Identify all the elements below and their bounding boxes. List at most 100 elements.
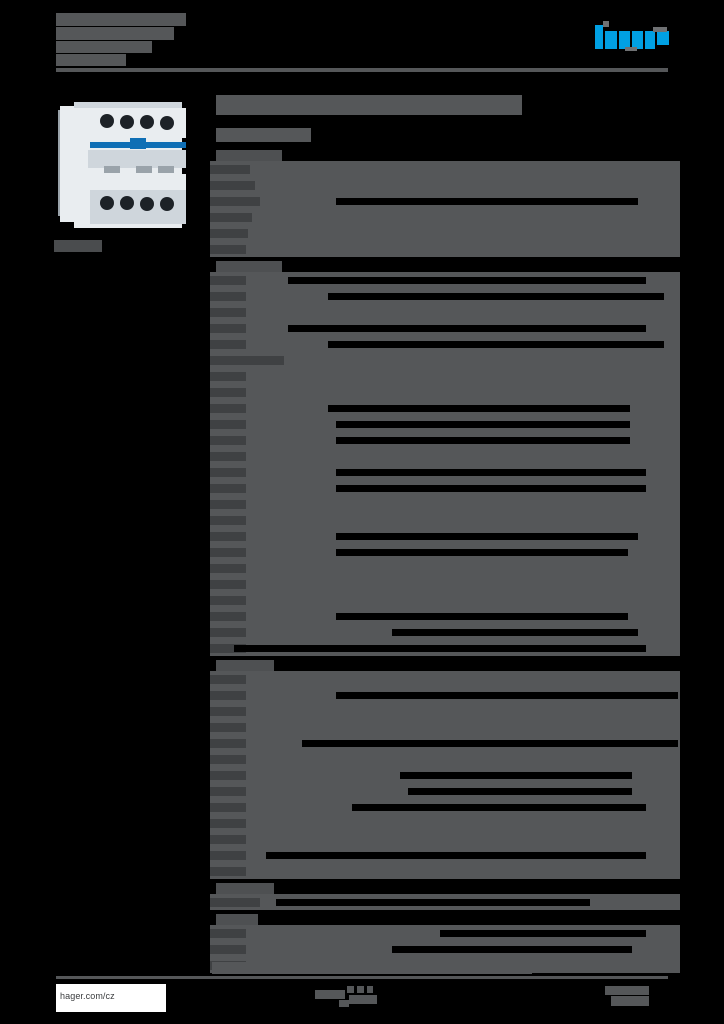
spec-section-header [210,150,680,161]
spec-row [210,735,680,751]
logo-glyph-2 [605,31,617,49]
footer-top-bar [212,962,532,974]
logo-glyph-1 [595,25,603,49]
spec-section [210,261,680,656]
spec-row-label-redacted [210,292,246,301]
spec-row-label-redacted [210,213,252,222]
header-title-redacted [56,13,186,66]
spec-row [210,161,680,177]
spec-section [210,150,680,257]
spec-row-label-redacted [210,516,246,525]
spec-row [210,352,680,368]
spec-row [210,671,680,687]
header-title-line-2 [56,27,174,40]
footer-center-block-6 [339,1000,349,1007]
spec-row-label-redacted [210,372,246,381]
spec-row-label-redacted [210,276,246,285]
spec-row [210,751,680,767]
header-title-line-3 [56,41,152,53]
spec-row-value-gap [400,772,632,779]
footer-right-block-2 [611,996,649,1006]
spec-section-body [210,671,680,879]
header-rule [56,68,668,72]
spec-row [210,209,680,225]
page-title [216,95,522,115]
spec-row-label-redacted [210,929,246,938]
spec-section-header [210,914,680,925]
spec-row-label-redacted [210,532,246,541]
spec-row [210,799,680,815]
spec-row-label-redacted [210,388,246,397]
spec-row-label-redacted [210,707,246,716]
spec-row-value-gap [276,899,590,906]
website-url-box[interactable]: hager.com/cz [56,984,166,1012]
spec-row-label-redacted [210,787,246,796]
spec-row [210,925,680,941]
spec-row [210,320,680,336]
spec-section-body [210,272,680,656]
spec-section [210,883,680,910]
spec-row-label-redacted [210,245,246,254]
spec-row-value-gap [328,341,664,348]
spec-row [210,624,680,640]
spec-row [210,544,680,560]
footer-center-block-4 [367,986,373,993]
logo-accent-2 [653,27,667,32]
spec-row [210,783,680,799]
spec-section-title-redacted [216,883,274,894]
spec-row-label-redacted [210,612,246,621]
footer-rule [56,976,668,979]
spec-row-label-redacted [210,691,246,700]
spec-row [210,847,680,863]
spec-section-body [210,161,680,257]
logo-glyph-4 [632,31,643,49]
spec-row-label-redacted [210,340,246,349]
hager-logo[interactable] [593,21,671,51]
spec-row-value-gap [336,421,630,428]
spec-row-label-redacted [210,229,248,238]
spec-row-value-gap [302,740,678,747]
logo-glyph-6 [657,31,669,45]
footer-center-block-1 [315,990,345,999]
spec-row [210,608,680,624]
spec-row-label-redacted [210,851,246,860]
spec-section-header [210,883,680,894]
logo-glyph-5 [645,31,655,49]
spec-row [210,368,680,384]
page-subtitle [216,128,311,142]
spec-row-label-redacted [210,898,260,907]
spec-row [210,719,680,735]
spec-row-value-gap [336,549,628,556]
spec-row-value-gap [336,613,628,620]
spec-row-label-redacted [210,484,246,493]
spec-section-title-redacted [216,261,282,272]
spec-row-value-gap [408,788,632,795]
spec-row-value-gap [336,198,638,205]
spec-row-label-redacted [210,356,284,365]
spec-row-value-gap [288,277,646,284]
spec-row [210,384,680,400]
spec-row-label-redacted [210,771,246,780]
page-header [0,0,724,78]
spec-row [210,576,680,592]
spec-row-label-redacted [210,739,246,748]
spec-row-label-redacted [210,819,246,828]
spec-row-label-redacted [210,468,246,477]
spec-row-value-gap [328,405,630,412]
footer-page-number-redacted [605,986,667,1008]
spec-section-header [210,261,680,272]
spec-row [210,815,680,831]
spec-row [210,416,680,432]
spec-row [210,687,680,703]
spec-row-value-gap [392,629,638,636]
spec-section-header [210,660,680,671]
spec-row-label-redacted [210,197,260,206]
spec-row-value-gap [328,293,664,300]
spec-section-title-redacted [216,914,258,925]
spec-row-value-gap [392,946,632,953]
spec-row [210,304,680,320]
spec-row [210,894,680,910]
spec-row-label-redacted [210,835,246,844]
spec-row [210,400,680,416]
page-footer: hager.com/cz [0,962,724,1024]
